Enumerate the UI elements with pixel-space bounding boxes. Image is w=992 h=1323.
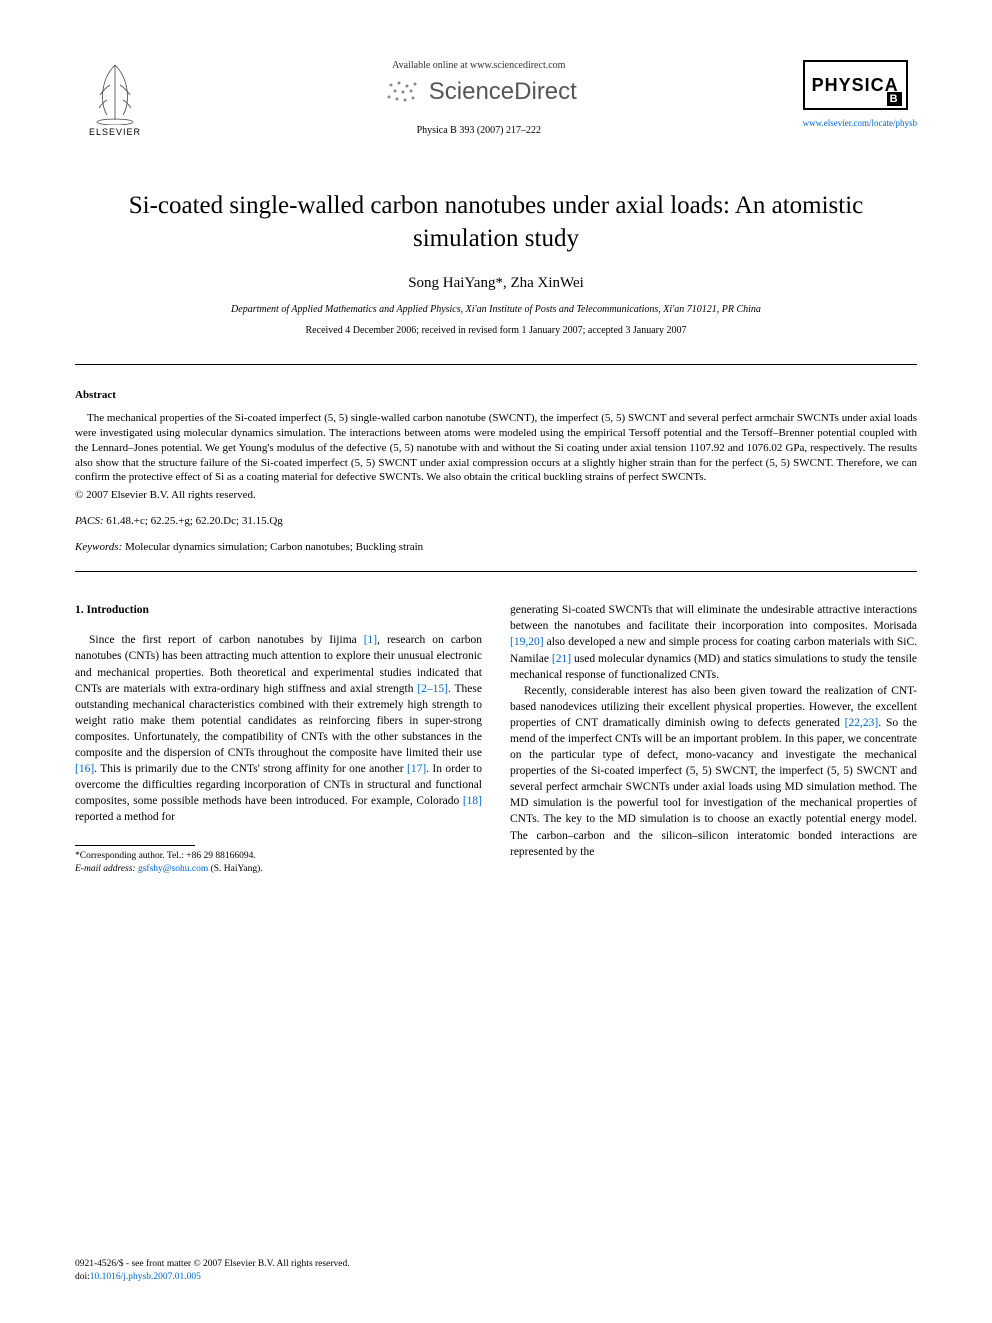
footer-doi: doi:10.1016/j.physb.2007.01.005	[75, 1271, 350, 1283]
doi-link[interactable]: 10.1016/j.physb.2007.01.005	[90, 1272, 201, 1282]
pacs-label: PACS:	[75, 515, 104, 527]
section-1-heading: 1. Introduction	[75, 602, 482, 618]
col1-para1: Since the first report of carbon nanotub…	[75, 632, 482, 825]
footnote-corresponding: *Corresponding author. Tel.: +86 29 8816…	[75, 850, 482, 862]
journal-reference: Physica B 393 (2007) 217–222	[155, 125, 803, 136]
ref-link-22-23[interactable]: [22,23]	[845, 717, 879, 729]
page-footer: 0921-4526/$ - see front matter © 2007 El…	[75, 1258, 350, 1283]
header-row: ELSEVIER Available online at www.science…	[75, 60, 917, 150]
ref-link-2-15[interactable]: [2–15]	[417, 683, 448, 695]
abstract-copyright: © 2007 Elsevier B.V. All rights reserved…	[75, 489, 917, 501]
physica-block: PHYSICA B www.elsevier.com/locate/physb	[803, 60, 917, 128]
doi-label: doi:	[75, 1272, 90, 1282]
email-label: E-mail address:	[75, 864, 138, 874]
divider-bottom	[75, 571, 917, 572]
col1-text-f: reported a method for	[75, 811, 175, 823]
footnote-rule	[75, 845, 195, 846]
col2-text-c: used molecular dynamics (MD) and statics…	[510, 653, 917, 681]
available-online-text: Available online at www.sciencedirect.co…	[155, 60, 803, 71]
col1-text-d: . This is primarily due to the CNTs' str…	[94, 763, 407, 775]
physica-logo: PHYSICA B	[803, 60, 908, 110]
physica-suffix: B	[887, 92, 902, 106]
column-left: 1. Introduction Since the first report o…	[75, 602, 482, 875]
footnote-email: E-mail address: gsfshy@sohu.com (S. HaiY…	[75, 863, 482, 875]
journal-url-link[interactable]: www.elsevier.com/locate/physb	[803, 118, 917, 128]
article-title: Si-coated single-walled carbon nanotubes…	[75, 190, 917, 255]
column-right: generating Si-coated SWCNTs that will el…	[510, 602, 917, 875]
abstract-section: Abstract The mechanical properties of th…	[75, 389, 917, 553]
sciencedirect-logo: ScienceDirect	[155, 77, 803, 107]
elsevier-logo: ELSEVIER	[75, 60, 155, 150]
col2-text-e: . So the mend of the imperfect CNTs will…	[510, 717, 917, 858]
ref-link-18[interactable]: [18]	[463, 795, 482, 807]
center-header: Available online at www.sciencedirect.co…	[155, 60, 803, 136]
ref-link-17[interactable]: [17]	[407, 763, 426, 775]
elsevier-label: ELSEVIER	[89, 127, 141, 137]
elsevier-tree-icon	[85, 60, 145, 125]
affiliation: Department of Applied Mathematics and Ap…	[75, 304, 917, 315]
sciencedirect-label: ScienceDirect	[429, 78, 577, 106]
keywords-label: Keywords:	[75, 541, 122, 553]
col1-text-a: Since the first report of carbon nanotub…	[89, 634, 364, 646]
abstract-heading: Abstract	[75, 389, 917, 401]
article-dates: Received 4 December 2006; received in re…	[75, 325, 917, 336]
email-link[interactable]: gsfshy@sohu.com	[138, 864, 208, 874]
ref-link-21[interactable]: [21]	[552, 653, 571, 665]
email-suffix: (S. HaiYang).	[208, 864, 262, 874]
sciencedirect-dots-icon	[381, 77, 421, 107]
body-section: 1. Introduction Since the first report o…	[75, 602, 917, 875]
keywords-text: Molecular dynamics simulation; Carbon na…	[122, 541, 423, 553]
footer-copyright: 0921-4526/$ - see front matter © 2007 El…	[75, 1258, 350, 1270]
abstract-text: The mechanical properties of the Si-coat…	[75, 411, 917, 485]
col2-text-a: generating Si-coated SWCNTs that will el…	[510, 604, 917, 632]
keywords-line: Keywords: Molecular dynamics simulation;…	[75, 541, 917, 553]
ref-link-19-20[interactable]: [19,20]	[510, 636, 544, 648]
ref-link-1[interactable]: [1]	[364, 634, 377, 646]
pacs-text: 61.48.+c; 62.25.+g; 62.20.Dc; 31.15.Qg	[104, 515, 283, 527]
physica-label: PHYSICA	[812, 75, 899, 96]
col2-para1: generating Si-coated SWCNTs that will el…	[510, 602, 917, 682]
authors: Song HaiYang*, Zha XinWei	[75, 275, 917, 292]
pacs-line: PACS: 61.48.+c; 62.25.+g; 62.20.Dc; 31.1…	[75, 515, 917, 527]
col2-para2: Recently, considerable interest has also…	[510, 683, 917, 860]
ref-link-16[interactable]: [16]	[75, 763, 94, 775]
divider-top	[75, 364, 917, 365]
